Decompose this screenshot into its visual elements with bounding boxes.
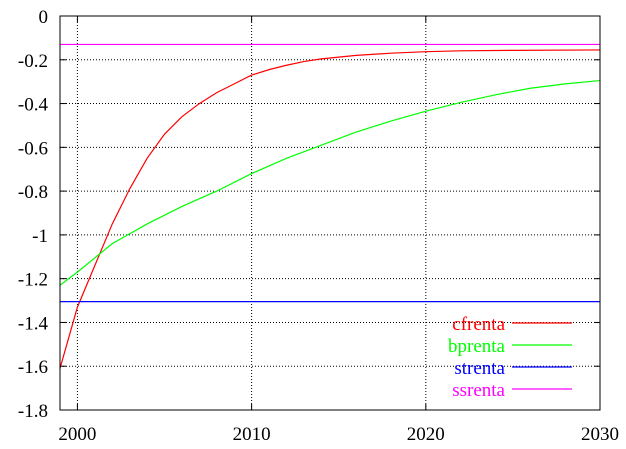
y-tick-label: -0.6 xyxy=(18,138,48,159)
y-tick-label: -1.8 xyxy=(18,401,48,422)
legend-label-strenta: strenta xyxy=(454,358,505,379)
x-tick-label: 2000 xyxy=(58,424,96,445)
grid-lines xyxy=(60,16,600,410)
series-line-bprenta xyxy=(59,79,601,286)
series-line-cfrenta xyxy=(59,49,601,369)
axis-ticks xyxy=(60,15,601,411)
y-tick-label: -0.8 xyxy=(18,182,48,203)
y-tick-label: -0.2 xyxy=(18,51,48,72)
legend-label-ssrenta: ssrenta xyxy=(452,380,505,401)
y-tick-labels: 0 -0.2 -0.4 -0.6 -0.8 -1 -1.2 -1.4 -1.6 -1.8 xyxy=(18,7,49,422)
legend-label-cfrenta: cfrenta xyxy=(452,314,505,335)
y-tick-label: -1.2 xyxy=(18,270,48,291)
x-tick-label: 2030 xyxy=(581,424,619,445)
x-tick-label: 2020 xyxy=(407,424,445,445)
plot-frame xyxy=(59,15,601,411)
y-tick-label: -1.4 xyxy=(18,313,49,334)
y-tick-label: -0.4 xyxy=(18,95,49,116)
y-tick-label: 0 xyxy=(39,7,49,28)
y-tick-label: -1 xyxy=(32,226,48,247)
legend-label-bprenta: bprenta xyxy=(448,336,506,357)
x-tick-label: 2010 xyxy=(233,424,271,445)
series-lines xyxy=(59,43,601,369)
x-tick-labels: 2000 2010 2020 2030 xyxy=(58,424,619,445)
y-tick-label: -1.6 xyxy=(18,357,48,378)
